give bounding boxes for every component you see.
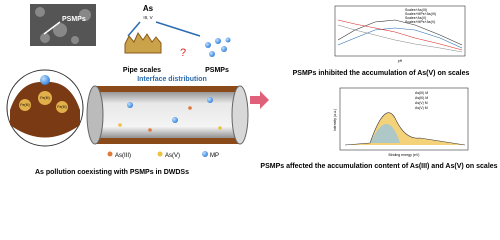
caption-left: As pollution coexisting with PSMPs in DW… (35, 169, 189, 176)
caption-bottom: PSMPs affected the accumulation content … (260, 163, 497, 170)
legend-label: Scales+As(III) (405, 8, 427, 12)
fe-label: Fe(III) (40, 96, 49, 100)
y-label: Intensity (a.u.) (333, 109, 337, 131)
legend-label: As(V) M (415, 106, 428, 110)
sem-arrow (43, 21, 61, 35)
legend-label: As(V) M (415, 101, 428, 105)
pipe-scale-icon (124, 31, 162, 54)
pipe-scale-bottom (95, 138, 240, 144)
legend-label: MP (210, 153, 219, 159)
question: ? (180, 47, 186, 59)
x-label: pH (398, 59, 403, 63)
curve (337, 24, 463, 53)
branch-arrows (127, 21, 201, 37)
x-label: Binding energy (eV) (389, 153, 420, 157)
mp-particle (40, 75, 50, 85)
as-label: As (143, 4, 154, 13)
as-states: III, V (143, 15, 152, 20)
legend-swatch (107, 151, 113, 157)
pipe-start (86, 85, 104, 145)
legend-label: As(III) M (415, 91, 428, 95)
legend-label: Scales+MPs+As(III) (405, 12, 436, 16)
legend-label: Scales+MPs+As(V) (405, 20, 435, 24)
scale-layer (10, 81, 80, 138)
legend-label: As(III) M (415, 96, 428, 100)
sem-texture (35, 7, 91, 44)
pipe-end (231, 85, 249, 145)
caption-top: PSMPs inhibited the accumulation of As(V… (293, 70, 470, 77)
arrow (250, 91, 269, 109)
chart-frame (334, 5, 466, 57)
chart-legend: As(III) M As(III) M As(V) M As(V) M (415, 91, 428, 110)
curve (337, 27, 463, 49)
legend-swatch (157, 151, 163, 157)
psmps-label: PSMPs (205, 67, 229, 74)
legend-label: As(III) (115, 153, 131, 159)
fe-particles (19, 91, 68, 113)
sem-label: PSMPs (62, 16, 86, 23)
pipe-scale-top (95, 86, 240, 92)
pipe-scales-label: Pipe scales (123, 67, 161, 74)
legend-label: As(V) (165, 153, 180, 159)
chart-legend: Scales+As(III) Scales+MPs+As(III) Scales… (405, 8, 436, 24)
graphical-abstract: PSMPs As III, V ? Pipe scales PSMPs Fe(I… (6, 4, 498, 176)
legend-swatch (202, 151, 208, 157)
fe-label: Fe(III) (57, 105, 66, 109)
fe-label: Fe(III) (20, 103, 29, 107)
pipe-particles (118, 97, 222, 132)
pipe-body (95, 86, 240, 144)
pipe-title: Interface distribution (137, 76, 207, 83)
psmps-icon (205, 37, 231, 57)
legend-label: Scales+As(V) (405, 16, 426, 20)
peak (370, 124, 400, 143)
curve (337, 19, 463, 51)
